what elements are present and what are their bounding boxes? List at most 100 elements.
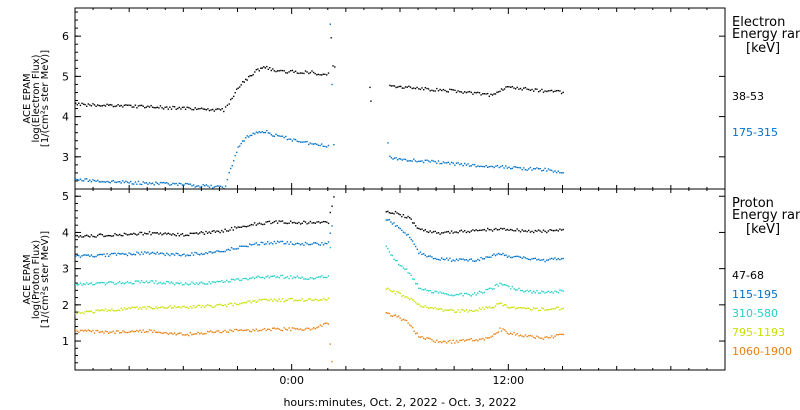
electron-point xyxy=(516,166,518,169)
proton-point xyxy=(473,292,476,294)
proton-point xyxy=(491,230,494,232)
proton-point xyxy=(235,227,238,229)
proton-point xyxy=(239,226,241,228)
electron-point xyxy=(239,145,241,147)
proton-point xyxy=(101,330,104,333)
proton-point xyxy=(76,254,78,256)
electron-point xyxy=(491,94,494,96)
proton-point xyxy=(401,295,403,297)
proton-point xyxy=(560,308,563,310)
proton-point xyxy=(560,289,563,292)
proton-point xyxy=(172,307,174,309)
proton-point xyxy=(270,329,272,332)
proton-point xyxy=(316,299,318,301)
electron-point xyxy=(519,87,522,90)
proton-point xyxy=(301,276,303,278)
proton-point xyxy=(537,258,540,260)
electron-point xyxy=(477,91,479,94)
proton-point xyxy=(253,277,256,280)
proton-point xyxy=(172,253,174,255)
proton-point xyxy=(407,215,409,218)
proton-point xyxy=(148,253,151,255)
electron-point xyxy=(294,70,297,72)
proton-point xyxy=(170,281,173,283)
electron-point xyxy=(468,90,471,93)
proton-point xyxy=(546,259,548,261)
proton-point xyxy=(291,243,294,245)
electron-point xyxy=(304,141,307,143)
proton-point xyxy=(434,341,436,343)
proton-point xyxy=(126,331,129,334)
proton-point xyxy=(262,241,264,244)
proton-point xyxy=(405,268,408,270)
proton-point xyxy=(298,299,300,302)
proton-point xyxy=(409,299,411,301)
proton-point xyxy=(482,229,484,231)
electron-point xyxy=(552,171,555,173)
proton-point xyxy=(177,333,179,335)
electron-point xyxy=(503,88,506,90)
electron-point xyxy=(100,105,102,107)
electron-point xyxy=(177,107,179,110)
proton-point xyxy=(533,290,535,293)
proton-point xyxy=(299,277,302,279)
proton-point xyxy=(92,283,94,286)
proton-point xyxy=(82,312,85,315)
proton-point xyxy=(521,290,523,292)
electron-point xyxy=(285,72,287,74)
proton-point xyxy=(230,329,233,332)
proton-point xyxy=(250,223,252,226)
proton-point xyxy=(84,329,86,331)
proton-point xyxy=(317,221,320,223)
proton-ytick-label: 3 xyxy=(62,263,69,276)
proton-point xyxy=(524,307,527,310)
proton-point xyxy=(487,288,489,291)
proton-point xyxy=(230,278,233,281)
proton-point xyxy=(468,258,471,261)
proton-point xyxy=(245,245,248,248)
proton-point xyxy=(454,294,456,296)
proton-point xyxy=(177,282,179,284)
proton-point xyxy=(528,335,530,337)
electron-point xyxy=(534,88,536,90)
electron-point xyxy=(197,108,200,110)
proton-point xyxy=(500,227,502,230)
proton-point xyxy=(272,275,274,277)
proton-point xyxy=(240,226,243,228)
proton-point xyxy=(206,252,209,255)
proton-point xyxy=(432,231,435,233)
proton-point xyxy=(521,307,523,309)
electron-point xyxy=(188,106,190,109)
electron-point xyxy=(439,88,441,91)
proton-point xyxy=(505,254,507,256)
electron-point xyxy=(485,93,487,95)
electron-point xyxy=(147,105,149,107)
electron-point xyxy=(104,181,107,183)
proton-point xyxy=(252,243,254,246)
electron-point xyxy=(441,89,443,92)
proton-point xyxy=(490,336,492,338)
proton-point xyxy=(98,310,100,312)
proton-point xyxy=(541,307,543,309)
proton-point xyxy=(147,331,149,333)
proton-point xyxy=(153,252,155,255)
proton-point xyxy=(117,252,119,254)
electron-point xyxy=(423,89,425,91)
proton-point xyxy=(387,287,389,289)
proton-point xyxy=(544,309,546,312)
electron-point xyxy=(115,181,118,184)
electron-point xyxy=(510,168,512,170)
proton-point xyxy=(529,259,532,261)
proton-point xyxy=(275,220,277,222)
proton-point xyxy=(503,304,506,306)
proton-point xyxy=(464,292,466,295)
proton-point xyxy=(253,243,256,245)
electron-point xyxy=(499,90,501,93)
proton-point xyxy=(87,283,89,286)
proton-point xyxy=(189,305,191,308)
electron-point xyxy=(491,165,494,168)
proton-point xyxy=(444,231,446,233)
electron-point xyxy=(123,104,126,106)
proton-point xyxy=(419,228,422,231)
proton-point xyxy=(114,310,116,312)
